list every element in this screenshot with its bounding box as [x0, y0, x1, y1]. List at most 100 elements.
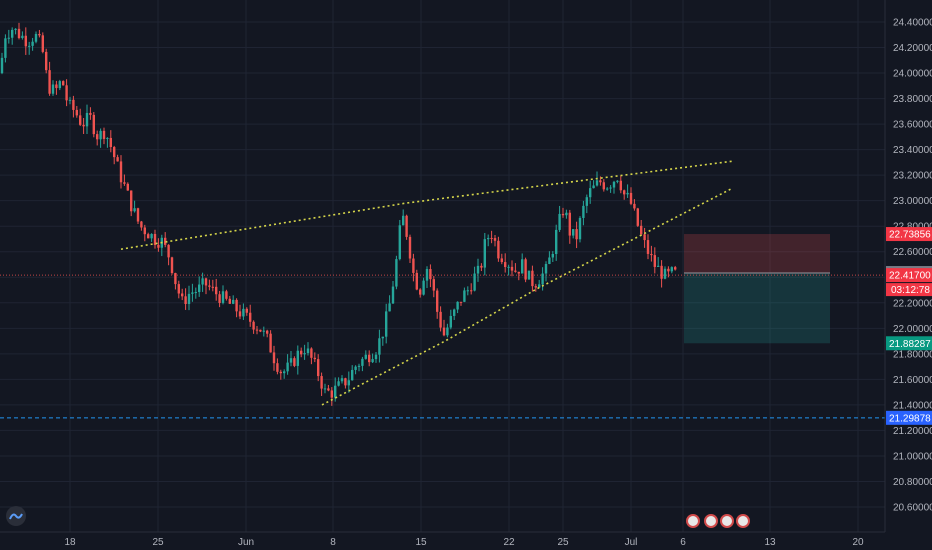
time-tick-label: Jul — [625, 537, 638, 548]
price-tick-label: 21.20000 — [893, 426, 932, 437]
target-price-tag-bg — [886, 336, 932, 351]
candle-body — [660, 265, 663, 279]
candle-body — [62, 81, 65, 86]
candle-body — [439, 311, 442, 328]
candle-body — [534, 286, 537, 288]
price-tick-label: 23.40000 — [893, 145, 932, 156]
time-tick-label: 25 — [557, 537, 569, 548]
candle-body — [17, 28, 21, 39]
candle-body — [235, 299, 238, 312]
candle-body — [157, 244, 160, 248]
price-tick-label: 24.40000 — [893, 18, 932, 29]
tradingview-logo-icon[interactable] — [6, 506, 26, 526]
candle-body — [116, 157, 119, 162]
candle-body — [555, 229, 558, 255]
candle-body — [68, 99, 72, 101]
candle-body — [89, 112, 92, 115]
candle-body — [354, 366, 357, 370]
candle-body — [41, 35, 44, 52]
candle-body — [670, 267, 673, 272]
candle-body — [636, 208, 639, 226]
candle-body — [34, 33, 38, 42]
candle-body — [198, 284, 201, 293]
candle-body — [442, 327, 446, 336]
candle-body — [398, 225, 401, 260]
candle-body — [296, 350, 299, 366]
candle-body — [323, 388, 327, 390]
candle-body — [493, 238, 497, 241]
candle-body — [300, 350, 303, 355]
candle-body — [626, 192, 629, 195]
candle-body — [463, 290, 466, 302]
candle-body — [395, 259, 398, 287]
candle-body — [606, 188, 609, 190]
candle-body — [45, 51, 48, 71]
candle-body — [415, 272, 418, 290]
candle-body — [619, 180, 622, 191]
candle-body — [432, 279, 435, 291]
candle-body — [629, 192, 633, 204]
countdown-tag: 03:12:78 — [891, 285, 930, 296]
candle-body — [357, 365, 361, 367]
candle-body — [79, 115, 82, 125]
candle-body — [208, 285, 211, 287]
candle-body — [320, 376, 323, 389]
candle-body — [72, 99, 75, 110]
event-marker-icon[interactable] — [736, 514, 750, 528]
price-tick-label: 20.60000 — [893, 503, 932, 514]
candle-body — [255, 329, 259, 331]
event-marker-icon[interactable] — [720, 514, 734, 528]
horizontal-lines — [0, 274, 885, 419]
time-tick-label: 8 — [330, 537, 336, 548]
candle-body — [4, 38, 7, 58]
take-profit-zone — [684, 273, 830, 344]
candle-body — [572, 229, 575, 236]
candle-body — [51, 84, 55, 94]
candle-body — [11, 29, 14, 38]
price-tick-label: 21.00000 — [893, 451, 932, 462]
target-price-tag: 21.88287 — [889, 339, 931, 350]
candle-body — [578, 217, 582, 240]
candle-body — [429, 269, 432, 280]
candle-body — [211, 286, 214, 288]
candle-body — [310, 348, 313, 358]
price-tick-label: 22.20000 — [893, 298, 932, 309]
candle-body — [633, 203, 636, 209]
candle-body — [643, 234, 646, 241]
time-axis[interactable]: 18 25 Jun 8 15 22 25 Jul 6 13 20 — [64, 537, 864, 548]
candle-body — [24, 35, 27, 47]
price-tick-label: 22.60000 — [893, 247, 932, 258]
price-axis[interactable]: 24.40000 24.20000 24.00000 23.80000 23.60000… — [893, 18, 932, 514]
event-marker-icon[interactable] — [704, 514, 718, 528]
candle-body — [548, 257, 551, 265]
time-tick-label: 18 — [64, 537, 76, 548]
price-tick-label: 23.00000 — [893, 196, 932, 207]
event-marker-icon[interactable] — [686, 514, 700, 528]
candle-body — [317, 359, 320, 377]
candle-body — [344, 378, 347, 386]
candle-body — [170, 257, 174, 274]
candle-body — [225, 291, 228, 299]
candle-body — [531, 270, 534, 287]
price-tick-label: 23.60000 — [893, 120, 932, 131]
price-tick-label: 23.20000 — [893, 171, 932, 182]
candle-body — [667, 268, 670, 272]
candle-body — [446, 327, 449, 336]
candle-body — [388, 303, 391, 312]
candle-body — [623, 190, 626, 195]
candle-body — [130, 190, 133, 212]
candle-body — [28, 45, 31, 47]
trendline-upper-wedge — [120, 160, 734, 250]
trendline-lower-wedge — [321, 187, 734, 406]
candle-body — [514, 270, 517, 272]
candle-body — [123, 182, 126, 184]
candle-body — [7, 37, 10, 39]
trendlines[interactable] — [120, 160, 734, 406]
candle-body — [490, 237, 493, 239]
position-zones — [684, 234, 830, 344]
candle-body — [106, 137, 109, 139]
price-tick-label: 21.60000 — [893, 375, 932, 386]
candle-body — [385, 311, 388, 337]
price-tick-label: 21.80000 — [893, 349, 932, 360]
